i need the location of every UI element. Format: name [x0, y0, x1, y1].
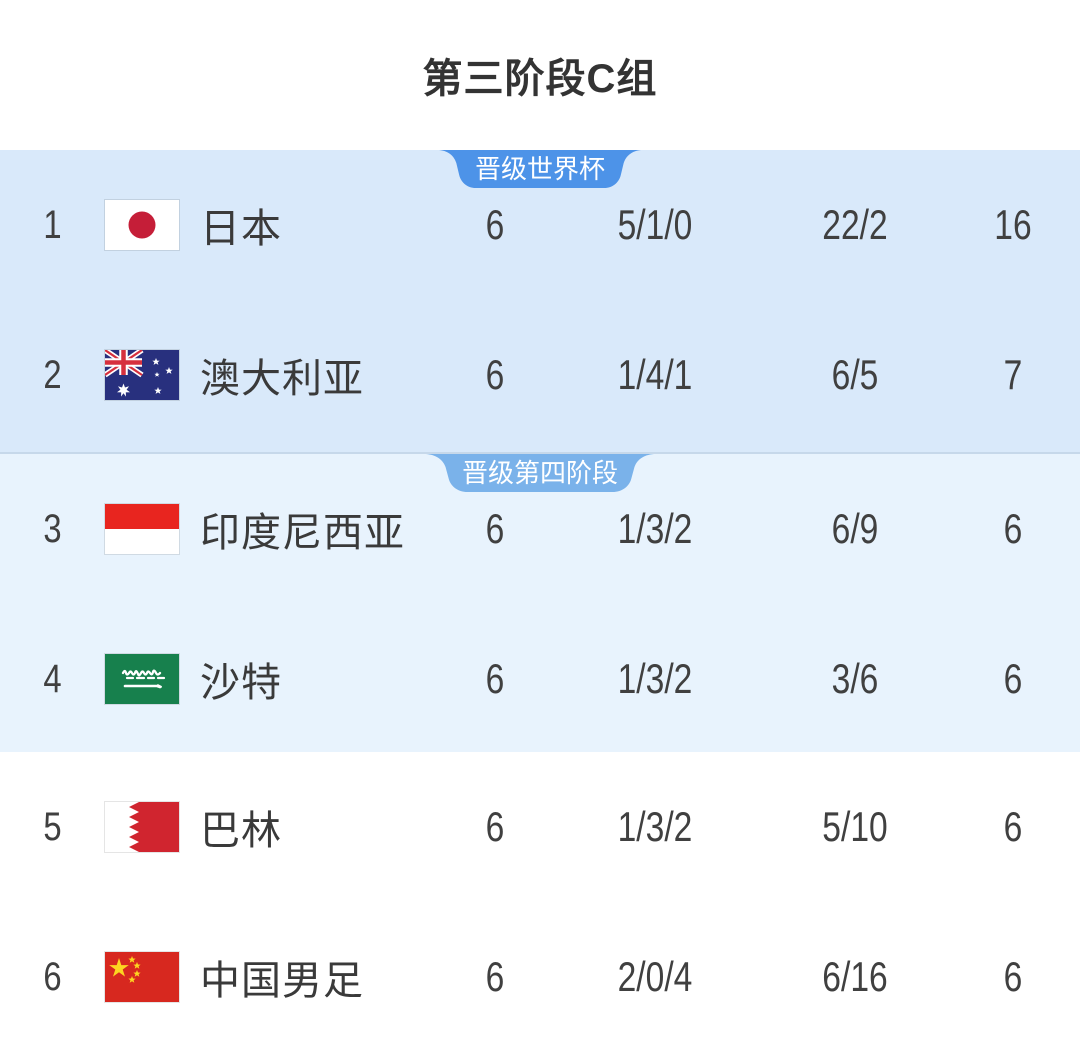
badge-tab-shape-icon [438, 150, 642, 188]
rank: 6 [43, 954, 62, 999]
badge-label: 晋级第四阶段 [461, 458, 619, 488]
team-name: 巴林 [200, 809, 282, 853]
matches-played: 6 [485, 803, 505, 850]
page-title: 第三阶段C组 [422, 57, 658, 101]
section-fourth-stage-zone: 晋级第四阶段 3 印度尼西亚 6 1/3/2 6/9 6 4 [0, 452, 1080, 752]
fourth-stage-qualify-badge: 晋级第四阶段 [425, 454, 655, 492]
points: 7 [1003, 351, 1023, 398]
table-row[interactable]: 1 日本 6 5/1/0 22/2 16 [0, 150, 1080, 300]
section-world-cup-zone: 晋级世界杯 1 日本 6 5/1/0 22/2 16 2 [0, 150, 1080, 452]
goals-for-against: 3/6 [831, 655, 879, 702]
goals-for-against: 6/16 [822, 953, 888, 1000]
goals-for-against: 22/2 [822, 201, 888, 248]
matches-played: 6 [485, 655, 505, 702]
win-draw-loss: 2/0/4 [617, 953, 693, 1000]
points: 6 [1003, 953, 1023, 1000]
table-row[interactable]: 6 中国男足 6 2/0/4 6/16 6 [0, 902, 1080, 1052]
matches-played: 6 [485, 201, 505, 248]
win-draw-loss: 1/4/1 [617, 351, 693, 398]
win-draw-loss: 1/3/2 [617, 655, 693, 702]
section-eliminated-zone: 5 巴林 6 1/3/2 5/10 6 6 [0, 752, 1080, 1042]
team-name: 印度尼西亚 [200, 511, 405, 555]
win-draw-loss: 5/1/0 [617, 201, 693, 248]
table-row[interactable]: 3 印度尼西亚 6 1/3/2 6/9 6 [0, 454, 1080, 604]
rank: 5 [43, 804, 62, 849]
rank: 2 [43, 352, 62, 397]
badge-tab-shape-icon [425, 454, 655, 492]
table-row[interactable]: 2 [0, 300, 1080, 450]
matches-played: 6 [485, 505, 505, 552]
table-row[interactable]: 4 沙特 6 1/3/2 3/6 6 [0, 604, 1080, 754]
goals-for-against: 6/5 [831, 351, 879, 398]
rank: 1 [43, 202, 62, 247]
indonesia-flag-icon [105, 504, 179, 554]
matches-played: 6 [485, 953, 505, 1000]
points: 16 [994, 201, 1032, 248]
saudi-arabia-flag-icon [105, 654, 179, 704]
header: 第三阶段C组 [0, 0, 1080, 150]
team-name: 澳大利亚 [200, 357, 364, 401]
team-name: 中国男足 [200, 959, 364, 1003]
rank: 3 [43, 506, 62, 551]
bahrain-flag-icon [105, 802, 179, 852]
china-flag-icon [105, 952, 179, 1002]
goals-for-against: 5/10 [822, 803, 888, 850]
points: 6 [1003, 655, 1023, 702]
japan-flag-icon [105, 200, 179, 250]
points: 6 [1003, 803, 1023, 850]
rank: 4 [43, 656, 62, 701]
win-draw-loss: 1/3/2 [617, 803, 693, 850]
matches-played: 6 [485, 351, 505, 398]
win-draw-loss: 1/3/2 [617, 505, 693, 552]
goals-for-against: 6/9 [831, 505, 879, 552]
team-name: 日本 [200, 207, 282, 251]
world-cup-qualify-badge: 晋级世界杯 [438, 150, 642, 188]
australia-flag-icon [105, 350, 179, 400]
badge-label: 晋级世界杯 [474, 154, 606, 184]
points: 6 [1003, 505, 1023, 552]
team-name: 沙特 [200, 661, 282, 705]
table-row[interactable]: 5 巴林 6 1/3/2 5/10 6 [0, 752, 1080, 902]
